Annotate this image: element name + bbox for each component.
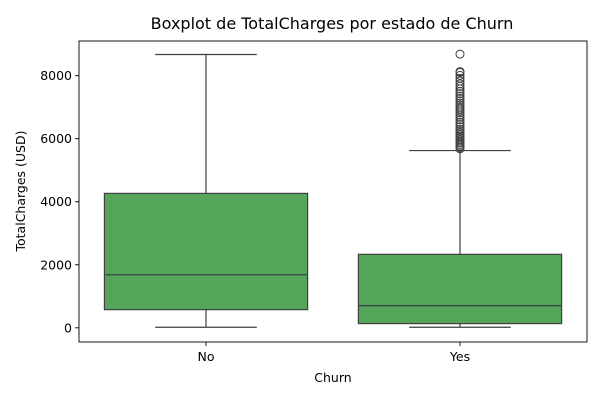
y-tick-label: 0: [64, 320, 72, 335]
iqr-box: [357, 253, 563, 325]
y-tick-label: 6000: [40, 131, 72, 146]
outlier-point: [455, 100, 465, 110]
outlier-point: [455, 124, 465, 134]
x-axis-label: Churn: [314, 370, 351, 385]
y-tick-label: 2000: [40, 257, 72, 272]
outlier-point: [455, 67, 465, 77]
outlier-point: [455, 120, 465, 130]
y-tick-label: 4000: [40, 194, 72, 209]
outlier-point: [455, 93, 465, 103]
outlier-point: [455, 122, 465, 132]
chart-title: Boxplot de TotalCharges por estado de Ch…: [151, 14, 514, 33]
y-axis-label: TotalCharges (USD): [13, 131, 28, 253]
x-tick-label: No: [198, 349, 215, 364]
box-no: [103, 53, 309, 328]
outlier-point: [455, 115, 465, 125]
outlier-point: [455, 70, 465, 80]
y-tick-label: 8000: [40, 68, 72, 83]
outlier-point: [455, 76, 465, 86]
plot-frame: [78, 40, 588, 343]
box-yes: [357, 49, 563, 328]
outlier-point: [455, 79, 465, 89]
outlier-point: [455, 98, 465, 108]
iqr-box: [103, 192, 309, 311]
outlier-point: [455, 89, 465, 99]
outlier-point: [455, 91, 465, 101]
x-tick-label: Yes: [449, 349, 470, 364]
outlier-point: [455, 96, 465, 106]
outlier-point: [455, 49, 465, 59]
outlier-point: [455, 73, 465, 83]
outlier-point: [455, 117, 465, 127]
